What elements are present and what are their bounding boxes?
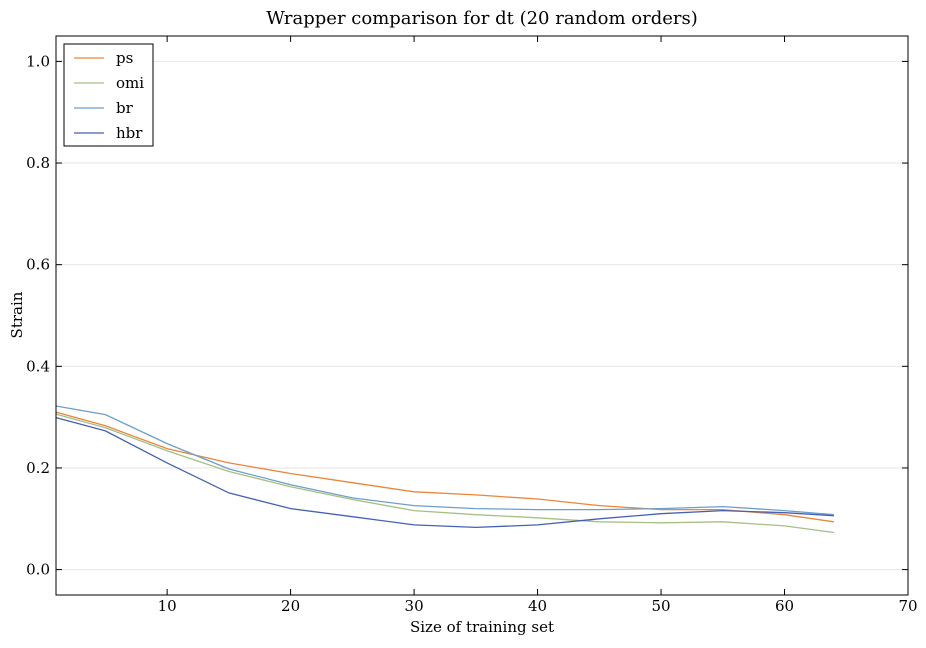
x-axis-label: Size of training set [410,618,554,636]
x-tick-label: 60 [775,597,794,615]
legend-label: ps [116,49,133,67]
y-tick-label: 0.6 [26,256,50,274]
legend-box [63,43,154,147]
legend-label: hbr [116,124,143,142]
chart-title: Wrapper comparison for dt (20 random ord… [266,8,698,29]
plot-frame [55,35,909,596]
x-tick-label: 10 [158,597,177,615]
series-line [55,413,834,534]
y-axis-label: Strain [8,291,26,338]
y-tick-label: 0.0 [26,561,50,579]
series-line [55,405,834,516]
legend-label: omi [116,74,144,92]
x-tick-label: 20 [281,597,300,615]
y-tick-label: 0.2 [26,459,50,477]
y-tick-label: 1.0 [26,52,50,70]
x-tick-label: 30 [405,597,424,615]
legend: ps omi br hbr [63,43,154,147]
y-tick-label: 0.4 [26,357,50,375]
series-line [55,416,834,529]
y-tick-label: 0.8 [26,154,50,172]
x-tick-label: 70 [898,597,917,615]
x-tick-label: 50 [651,597,670,615]
legend-label: br [116,99,134,117]
x-tick-label: 40 [528,597,547,615]
series-line [55,411,834,523]
